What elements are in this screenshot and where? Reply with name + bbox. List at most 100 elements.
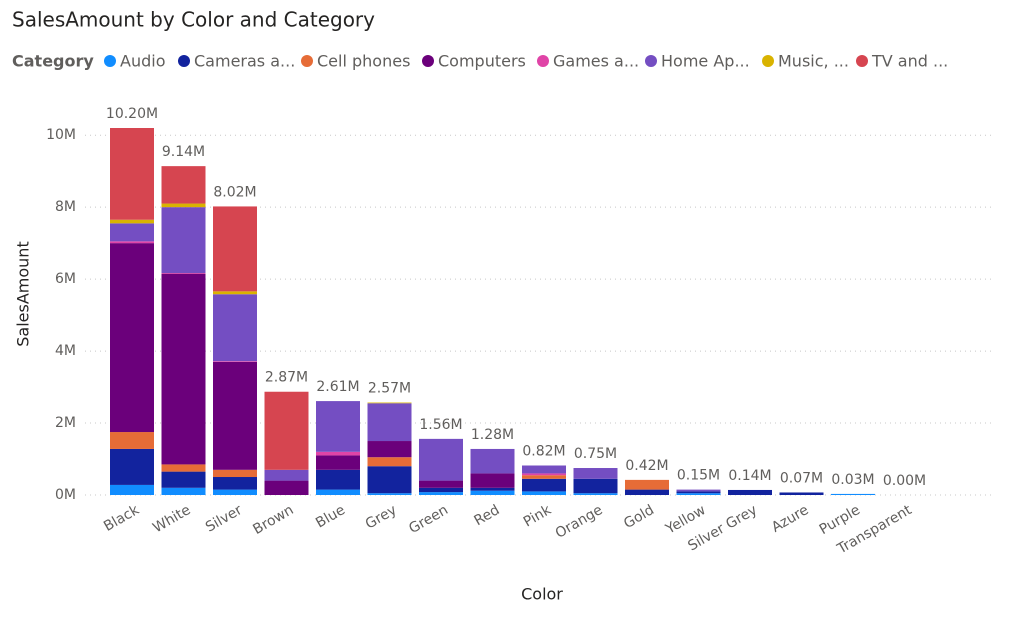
bar-segment [213,477,257,490]
bar-segment [161,471,206,488]
chart-title: SalesAmount by Color and Category [12,8,375,32]
x-tick-label: Black [101,502,143,535]
total-label: 0.42M [625,458,668,474]
total-label: 1.28M [471,427,514,443]
x-tick-label: White [150,502,193,536]
y-tick-label: 0M [55,487,76,503]
bar-segment [522,475,566,479]
bar-segment [522,465,566,474]
y-tick-label: 10M [46,127,76,143]
bar-segment [728,489,772,495]
bar-segment [110,223,154,242]
bar-segment [161,487,206,495]
bar-segment [264,480,309,495]
bar-segment [419,492,463,495]
bar-segment [676,493,721,495]
bar-segment [161,273,206,274]
legend-label: Audio [120,52,165,71]
x-tick-label: Red [471,502,502,529]
y-axis-title: SalesAmount [14,241,33,346]
bar-segment [625,479,669,490]
total-label: 2.57M [368,381,411,397]
bar-segment [419,487,463,493]
bar-segment [316,451,360,456]
legend-label: Cameras a... [194,52,295,71]
bar-segment [367,457,412,467]
bar-segment [573,468,618,479]
bar-segment [213,294,257,362]
legend-label: TV and ... [871,52,948,71]
legend-marker [856,55,868,67]
x-tick-label: Green [406,502,451,537]
bar-segment [779,492,824,495]
legend-marker [178,55,190,67]
bar-segment [316,469,360,490]
total-label: 0.03M [831,472,874,488]
bar-segment [316,401,360,452]
bar-segment [419,438,463,481]
legend-label: Music, ... [778,52,849,71]
legend-label: Cell phones [317,52,410,71]
bar-segment [110,484,154,495]
bar-segment [316,489,360,495]
x-tick-label: Grey [363,502,400,532]
bar-segment [264,391,309,470]
bar-segment [522,491,566,495]
bar-segment [470,487,515,491]
total-label: 0.07M [780,470,823,486]
x-tick-label: Brown [250,502,296,538]
x-tick-label: Azure [769,502,812,536]
legend-marker [645,55,657,67]
y-tick-label: 2M [55,415,76,431]
bar-segment [470,490,515,495]
legend-marker [762,55,774,67]
bar-segment [161,166,206,204]
bar-segment [264,469,309,481]
x-tick-label: Pink [521,502,555,531]
bar-segment [213,361,257,470]
total-label: 0.82M [522,443,565,459]
bar-segment [470,448,515,474]
bar-segment [470,473,515,488]
total-label: 9.14M [162,144,205,160]
bar-segment [110,432,154,449]
bar-segment [367,402,412,404]
bar-segment [831,493,875,495]
bar-segment [573,493,618,495]
bar-segment [367,466,412,494]
bar-segment [110,241,154,244]
bar-segment [419,480,463,488]
bar-segment [213,361,257,362]
x-tick-label: Orange [553,502,606,542]
total-label: 8.02M [213,184,256,200]
total-label: 2.61M [316,379,359,395]
total-label: 2.87M [265,370,308,386]
total-label: 1.56M [419,417,462,433]
bar-segment [161,203,206,208]
legend-label: Home Ap... [661,52,750,71]
bar-segment [676,491,721,494]
bar-segment [213,489,257,495]
bar-segment [367,441,412,458]
total-label: 0.15M [677,468,720,484]
bar-segment [110,448,154,485]
x-axis-title: Color [521,585,563,604]
bar-segment [316,455,360,470]
total-label: 0.14M [728,468,771,484]
bar-segment [161,464,206,472]
bar-segment [161,207,206,274]
bar-segment [110,128,154,220]
bar-segment [213,469,257,478]
legend-title: Category [12,52,94,71]
bar-segment [213,206,257,292]
bar-segment [522,478,566,492]
legend-label: Games a... [553,52,639,71]
y-tick-label: 8M [55,199,76,215]
bar-segment [110,243,154,433]
bar-segment [161,273,206,465]
bar-segment [110,219,154,224]
bar-segment [367,403,412,442]
x-tick-label: Silver [203,502,245,536]
bar-segment [213,291,257,295]
